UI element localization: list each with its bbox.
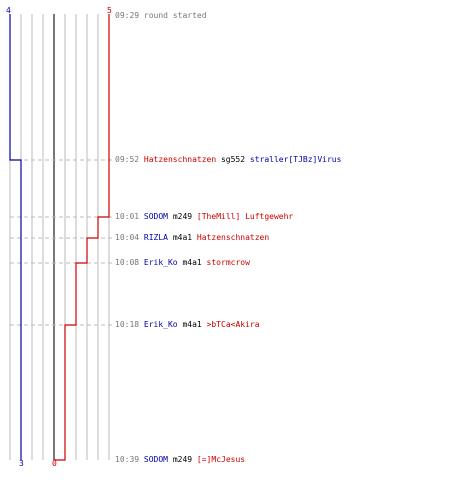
event-time: 10:39 [115, 455, 144, 464]
event-text: round started [143, 11, 207, 20]
killer-name: Erik_Ko [143, 258, 178, 267]
victim-name: [TheMill] Luftgewehr [196, 212, 294, 221]
victim-name: stormcrow [206, 258, 250, 267]
victim-name: >bTCa<Akira [206, 320, 260, 329]
weapon-name: m4a1 [172, 233, 193, 242]
event-time: 10:08 [115, 258, 144, 267]
victim-name: straller[TJBz]Virus [249, 155, 342, 164]
event-time: 09:29 [115, 11, 144, 20]
event-time: 09:52 [115, 155, 144, 164]
team-a-end-score: 3 [19, 459, 24, 468]
victim-name: [=]McJesus [196, 455, 246, 464]
event-row: 10:18 Erik_Ko m4a1 >bTCa<Akira [115, 320, 260, 330]
weapon-name: m4a1 [182, 258, 202, 267]
weapon-name: m249 [172, 455, 193, 464]
event-row: 10:39 SODOM m249 [=]McJesus [115, 455, 245, 465]
killer-name: SODOM [143, 212, 168, 221]
killer-name: Erik_Ko [143, 320, 178, 329]
killer-name: SODOM [143, 455, 168, 464]
event-row: 09:29 round started [115, 11, 207, 21]
event-time: 10:18 [115, 320, 144, 329]
killer-name: Hatzenschnatzen [143, 155, 217, 164]
team-b-start-score: 5 [107, 6, 112, 15]
weapon-name: sg552 [220, 155, 246, 164]
team-b-end-score: 0 [52, 459, 57, 468]
event-row: 09:52 Hatzenschnatzen sg552 straller[TJB… [115, 155, 341, 165]
weapon-name: m4a1 [182, 320, 202, 329]
team-a-series-line [9, 14, 22, 460]
event-time: 10:04 [115, 233, 144, 242]
weapon-name: m249 [172, 212, 193, 221]
event-time: 10:01 [115, 212, 144, 221]
series-lines [9, 14, 110, 461]
event-row: 10:08 Erik_Ko m4a1 stormcrow [115, 258, 250, 268]
grid-layer [9, 14, 110, 460]
event-row: 10:01 SODOM m249 [TheMill] Luftgewehr [115, 212, 293, 222]
team-a-start-score: 4 [6, 6, 11, 15]
killer-name: RIZLA [143, 233, 168, 242]
team-b-series-line [54, 14, 110, 461]
event-row: 10:04 RIZLA m4a1 Hatzenschnatzen [115, 233, 269, 243]
victim-name: Hatzenschnatzen [196, 233, 270, 242]
